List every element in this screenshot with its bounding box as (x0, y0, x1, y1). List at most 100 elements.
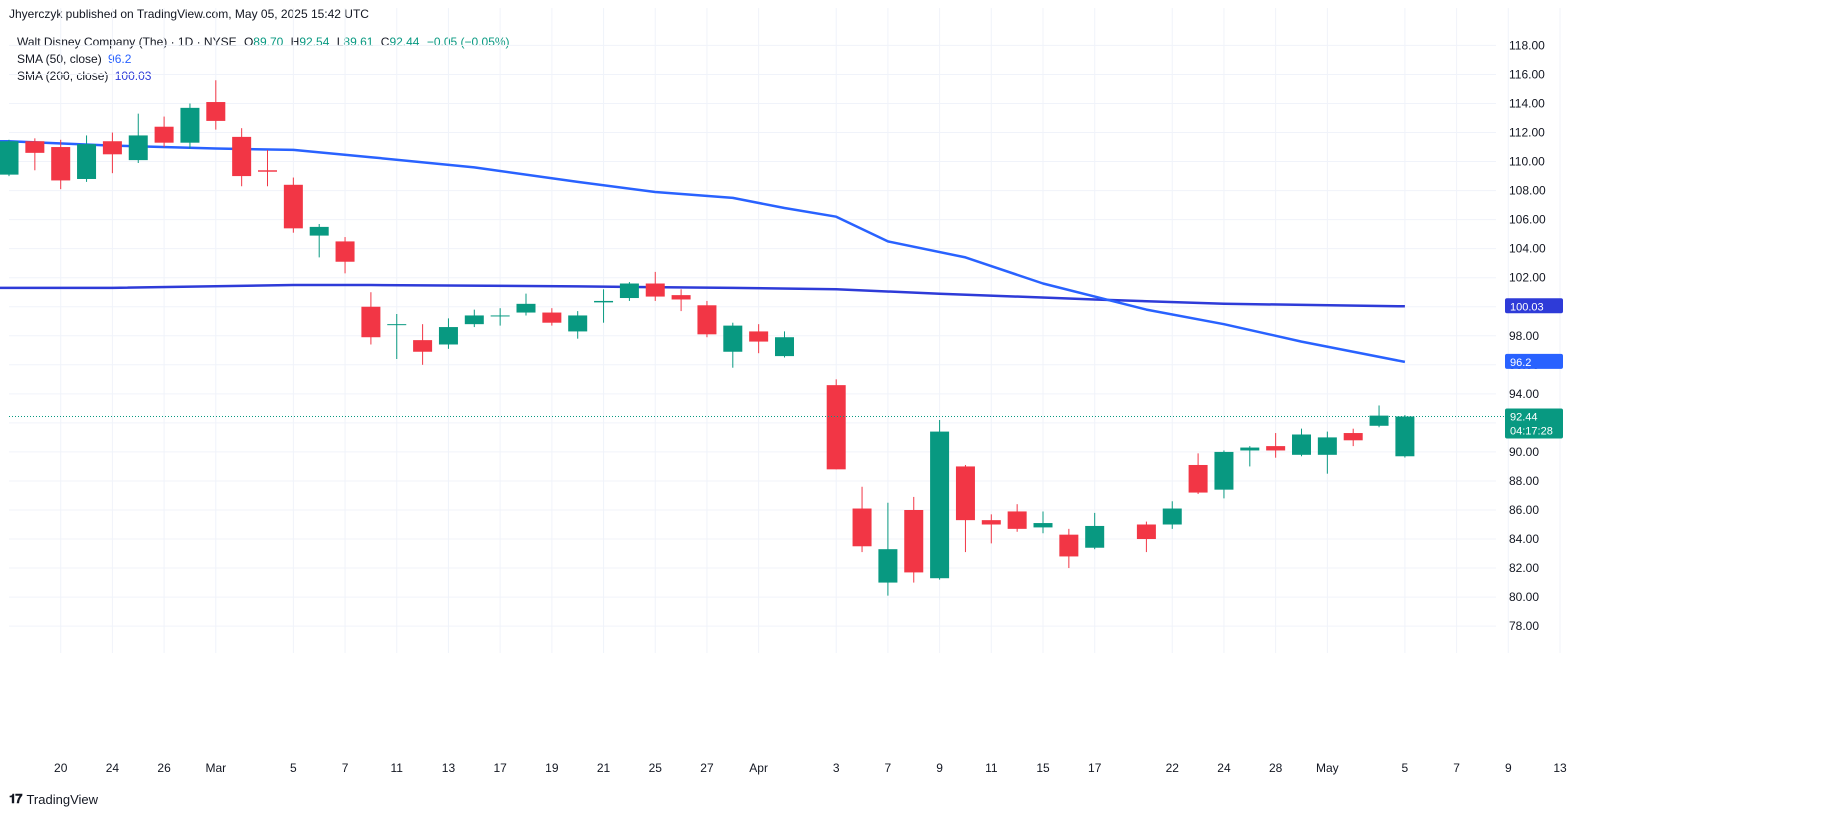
candle (853, 487, 872, 552)
y-tick-label: 84.00 (1509, 532, 1539, 546)
price-badges: 100.0396.292.4404:17:28 (1505, 298, 1563, 438)
candle (155, 117, 174, 147)
candle-body (103, 141, 122, 154)
candle (542, 308, 561, 325)
sma50-badge-value: 96.2 (1510, 357, 1531, 369)
candle (413, 324, 432, 365)
candle-body (982, 520, 1001, 524)
x-tick-label: 20 (54, 761, 68, 775)
x-tick-label: 21 (597, 761, 611, 775)
x-tick-label: Mar (205, 761, 226, 775)
x-tick-label: 7 (885, 761, 892, 775)
candle (232, 128, 251, 186)
candle (465, 310, 484, 327)
candle-body (853, 509, 872, 547)
candle (1240, 446, 1259, 466)
candle-body (258, 170, 277, 171)
candle-body (1189, 465, 1208, 493)
candle-body (1266, 446, 1285, 450)
candle (77, 135, 96, 181)
brand-text: TradingView (26, 792, 98, 807)
candle (284, 178, 303, 233)
candle-body (542, 313, 561, 323)
candle-body (517, 304, 536, 313)
candle (1214, 450, 1233, 498)
candle-body (1214, 452, 1233, 490)
candle-body (0, 141, 19, 174)
candle (361, 292, 380, 344)
candle-body (1059, 535, 1078, 557)
candle (0, 140, 19, 176)
y-tick-label: 118.00 (1509, 38, 1545, 52)
candle-body (1137, 525, 1156, 540)
x-tick-label: 24 (1217, 761, 1231, 775)
candle (672, 289, 691, 311)
candle (594, 289, 613, 322)
candle (1008, 504, 1027, 532)
candle-body (1370, 416, 1389, 426)
x-tick-label: 25 (649, 761, 663, 775)
x-tick-label: 11 (985, 761, 998, 775)
x-tick-label: Apr (749, 761, 768, 775)
tradingview-brand[interactable]: 𝟏𝟕 TradingView (9, 791, 98, 807)
candle-body (387, 324, 406, 325)
candle (310, 224, 329, 257)
last-price-badge-countdown: 04:17:28 (1510, 425, 1553, 437)
candle (568, 311, 587, 339)
time-axis[interactable]: 20 24 26 Mar 5 7 11 13 17 19 21 25 27 Apr 3 7 9 11 15 17 22 2… (54, 761, 1567, 775)
candle-body (1085, 526, 1104, 548)
y-tick-label: 112.00 (1509, 126, 1545, 140)
x-tick-label: 26 (157, 761, 171, 775)
candle-body (129, 135, 148, 160)
candle-body (1034, 523, 1053, 527)
y-tick-label: 110.00 (1509, 155, 1545, 169)
x-tick-label: May (1316, 761, 1339, 775)
chart-grid (9, 8, 1560, 653)
candle-body (1163, 509, 1182, 525)
candle (1266, 433, 1285, 458)
y-tick-label: 108.00 (1509, 184, 1546, 198)
candle-body (155, 127, 174, 143)
candle-body (749, 331, 768, 341)
price-axis[interactable]: 78.0080.0082.0084.0086.0088.0090.0092.00… (1509, 38, 1546, 633)
candle (1318, 432, 1337, 474)
y-tick-label: 78.00 (1509, 619, 1539, 633)
candle (387, 314, 406, 359)
candle (1059, 529, 1078, 568)
candle (1395, 415, 1414, 458)
candle (1189, 453, 1208, 494)
x-tick-label: 9 (1505, 761, 1512, 775)
candle-body (775, 337, 794, 356)
last-price-badge-value: 92.44 (1510, 411, 1538, 423)
candle (1137, 522, 1156, 552)
candle (1370, 405, 1389, 427)
candle (180, 103, 199, 148)
candle-body (1008, 511, 1027, 528)
candle-body (25, 141, 44, 153)
candle-body (336, 241, 355, 261)
candle (439, 318, 458, 348)
x-tick-label: 9 (936, 761, 943, 775)
candle-body (620, 284, 639, 299)
sma200-layer (0, 285, 1405, 306)
candle (1085, 513, 1104, 549)
candle (1292, 429, 1311, 457)
candle (646, 272, 665, 301)
x-tick-label: 7 (342, 761, 349, 775)
sma200-line (0, 285, 1405, 306)
y-tick-label: 116.00 (1509, 67, 1545, 81)
candle-body (904, 510, 923, 572)
x-tick-label: 11 (391, 761, 404, 775)
x-tick-label: 13 (1553, 761, 1567, 775)
candle (51, 140, 70, 189)
candle-body (310, 227, 329, 236)
tradingview-logo-icon: 𝟏𝟕 (9, 791, 21, 807)
candle-body (1395, 416, 1414, 456)
candle (723, 323, 742, 368)
y-tick-label: 82.00 (1509, 561, 1539, 575)
candle-body (413, 340, 432, 352)
candle (930, 420, 949, 580)
candle (749, 324, 768, 353)
candle (336, 237, 355, 273)
